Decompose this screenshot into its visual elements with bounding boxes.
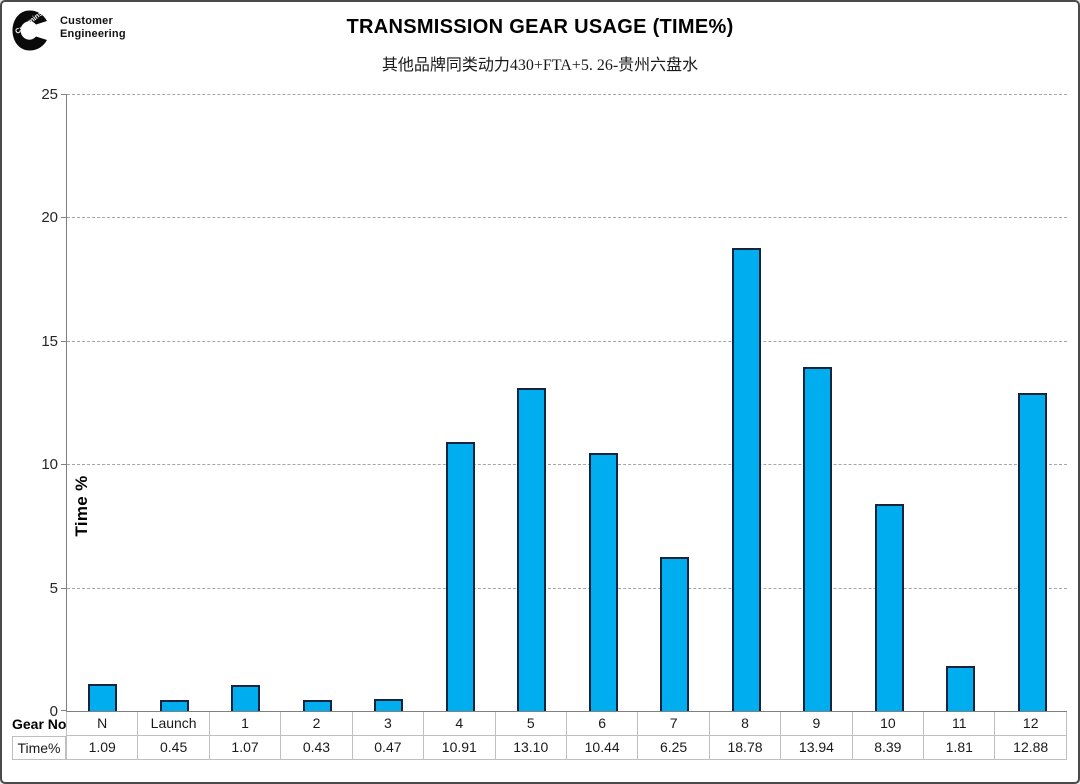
gear-label-cell-5: 5	[495, 712, 567, 736]
time-value-cell-7: 6.25	[638, 736, 710, 760]
y-tick-label-15: 15	[41, 332, 58, 350]
time-value-cell-12: 12.88	[995, 736, 1067, 760]
time-value-cell-8: 18.78	[709, 736, 782, 760]
gear-label-cell-12: 12	[995, 712, 1067, 736]
gridline-15	[67, 340, 1067, 342]
gear-label-cell-1: 1	[209, 712, 282, 736]
cummins-logo: Cummins Customer Engineering	[12, 10, 126, 51]
time-value-cell-1: 1.07	[209, 736, 282, 760]
y-tick-label-20: 20	[41, 209, 58, 227]
time-value-cell-N: 1.09	[66, 736, 139, 760]
y-tick-label-0: 0	[49, 703, 58, 720]
bar-gear-12	[1017, 393, 1047, 711]
gear-label-cell-4: 4	[424, 712, 496, 736]
gridline-10	[67, 464, 1067, 466]
gear-label-cell-N: N	[66, 712, 139, 736]
y-tick-mark-10	[61, 464, 67, 466]
gear-label-cells: N Launch 1 2 3 4 5 6 7 8 9 10 11 12	[66, 712, 1067, 736]
bar-gear-4	[445, 441, 475, 711]
bar-gear-1	[231, 684, 261, 711]
time-value-cell-4: 10.91	[424, 736, 496, 760]
gear-label-cell-10: 10	[852, 712, 925, 736]
time-value-cell-5: 13.10	[495, 736, 567, 760]
gridline-25	[67, 94, 1067, 95]
y-tick-mark-0	[61, 710, 67, 711]
bar-gear-10	[874, 503, 904, 711]
y-tick-label-25: 25	[41, 86, 58, 103]
time-value-cell-3: 0.47	[352, 736, 425, 760]
time-value-cell-6: 10.44	[566, 736, 639, 760]
y-tick-mark-25	[61, 94, 67, 95]
time-value-cells: 1.09 0.45 1.07 0.43 0.47 10.91 13.10 10.44 6.25 1…	[66, 736, 1067, 760]
time-value-cell-9: 13.94	[781, 736, 853, 760]
y-axis-labels: 0 5 10 15 20 25	[20, 86, 58, 720]
chart-title: TRANSMISSION GEAR USAGE (TIME%)	[346, 16, 734, 38]
bar-gear-5	[517, 387, 547, 711]
gear-label-cell-2: 2	[281, 712, 353, 736]
gear-label-cell-3: 3	[352, 712, 425, 736]
bar-gear-N	[88, 684, 118, 711]
logo-text: Customer Engineering	[60, 15, 126, 41]
y-axis-title: Time %	[72, 475, 91, 537]
bar-gear-Launch	[159, 699, 189, 711]
gear-label-cell-9: 9	[781, 712, 853, 736]
logo-text-line1: Customer	[60, 15, 113, 27]
gear-label-cell-7: 7	[638, 712, 710, 736]
gear-number-row: Gear No. N Launch 1 2 3 4 5 6 7 8 9 10 11 12	[12, 712, 1067, 736]
time-percent-row: Time% 1.09 0.45 1.07 0.43 0.47 10.91 13.10 10.4…	[12, 736, 1067, 760]
gear-label-cell-Launch: Launch	[138, 712, 210, 736]
bar-gear-11	[946, 666, 976, 711]
time-value-cell-11: 1.81	[924, 736, 996, 760]
bar-gear-2	[302, 700, 332, 711]
bar-gear-7	[660, 556, 690, 711]
gridline-5	[67, 587, 1067, 589]
time-value-cell-2: 0.43	[281, 736, 353, 760]
gear-label-cell-8: 8	[709, 712, 782, 736]
bar-gear-8	[731, 247, 761, 711]
bar-gear-6	[588, 453, 618, 711]
y-tick-mark-15	[61, 340, 67, 342]
y-tick-label-10: 10	[41, 456, 58, 474]
cummins-c-icon: Cummins	[12, 10, 47, 51]
plot-area: Time %	[61, 94, 1067, 712]
y-tick-mark-20	[61, 217, 67, 219]
logo-text-line2: Engineering	[60, 28, 126, 40]
x-axis-title: Gear No.	[12, 716, 71, 732]
time-value-cell-Launch: 0.45	[138, 736, 210, 760]
time-value-cell-10: 8.39	[852, 736, 925, 760]
gear-label-cell-6: 6	[566, 712, 639, 736]
y-tick-mark-5	[61, 587, 67, 589]
y-tick-label-5: 5	[49, 579, 58, 597]
series-name-cell: Time%	[12, 736, 66, 760]
bar-gear-9	[803, 366, 833, 711]
chart-subtitle: 其他品牌同类动力430+FTA+5. 26-贵州六盘水	[381, 57, 699, 74]
bar-gear-3	[374, 699, 404, 711]
gridline-20	[67, 217, 1067, 219]
gear-label-cell-11: 11	[924, 712, 996, 736]
